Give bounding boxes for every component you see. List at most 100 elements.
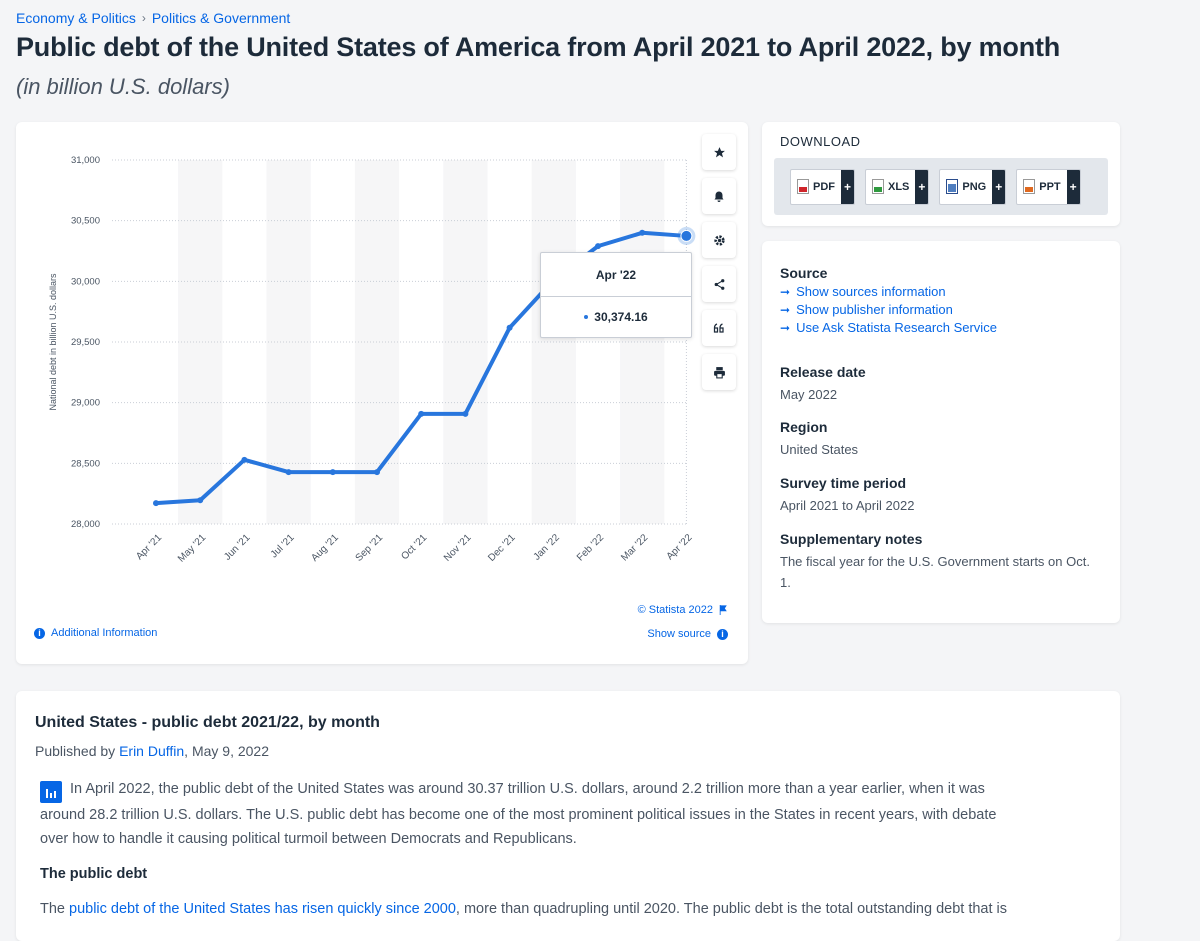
info-icon: i bbox=[34, 627, 45, 639]
print-icon bbox=[713, 366, 725, 378]
share-button[interactable] bbox=[702, 266, 736, 302]
tooltip-value-row: 30,374.16 bbox=[541, 297, 691, 337]
additional-information-link[interactable]: i Additional Information bbox=[34, 627, 157, 639]
x-tick-label: Apr '21 bbox=[134, 532, 164, 562]
y-tick-label: 30,000 bbox=[71, 276, 100, 287]
statista-copyright[interactable]: © Statista 2022 bbox=[638, 604, 728, 616]
download-png-label: PNG bbox=[962, 180, 987, 193]
data-point bbox=[639, 229, 646, 236]
data-point bbox=[153, 500, 159, 507]
print-button[interactable] bbox=[702, 354, 736, 390]
download-xls-main: XLS bbox=[866, 170, 915, 204]
download-card: DOWNLOAD PDF + XLS + PNG + bbox=[762, 122, 1120, 226]
plus-icon: + bbox=[841, 169, 854, 204]
download-pdf-main: PDF bbox=[791, 170, 841, 204]
data-point bbox=[197, 497, 204, 504]
para2-suffix: , more than quadrupling until 2020. The … bbox=[455, 901, 1008, 917]
x-tick-label: Dec '21 bbox=[486, 532, 518, 564]
source-block: Source ➞ Show sources information ➞ Show… bbox=[780, 265, 997, 335]
x-tick-label: May '21 bbox=[176, 532, 209, 565]
download-xls-button[interactable]: XLS + bbox=[865, 168, 930, 205]
download-ppt-button[interactable]: PPT + bbox=[1016, 168, 1081, 205]
public-debt-link[interactable]: public debt of the United States has ris… bbox=[69, 901, 456, 917]
x-tick-label: Nov '21 bbox=[442, 532, 474, 564]
article-byline: Published by Erin Duffin, May 9, 2022 bbox=[35, 743, 269, 759]
show-source-link[interactable]: Show source i bbox=[647, 628, 728, 640]
x-tick-label: Feb '22 bbox=[575, 532, 606, 563]
x-tick-label: Oct '21 bbox=[399, 532, 429, 562]
png-file-icon bbox=[946, 179, 959, 194]
info-icon: i bbox=[717, 628, 728, 640]
breadcrumb-politics-government[interactable]: Politics & Government bbox=[151, 10, 291, 26]
region-block: Region United States bbox=[780, 419, 1100, 460]
show-publisher-link[interactable]: ➞ Show publisher information bbox=[780, 302, 997, 317]
favorite-button[interactable] bbox=[702, 134, 736, 170]
download-title: DOWNLOAD bbox=[780, 134, 861, 149]
period-heading: Survey time period bbox=[780, 475, 907, 491]
additional-information-text: Additional Information bbox=[51, 627, 158, 639]
x-tick-label: Jul '21 bbox=[269, 532, 297, 560]
download-ppt-label: PPT bbox=[1039, 180, 1061, 193]
tooltip-label: Apr '22 bbox=[541, 253, 691, 297]
notes-heading: Supplementary notes bbox=[780, 531, 923, 547]
gear-icon bbox=[713, 234, 725, 246]
column-band bbox=[443, 160, 488, 524]
data-point bbox=[241, 456, 248, 463]
bell-icon bbox=[714, 191, 724, 202]
show-sources-link[interactable]: ➞ Show sources information bbox=[780, 284, 997, 299]
download-png-button[interactable]: PNG + bbox=[939, 168, 1007, 205]
article-title: United States - public debt 2021/22, by … bbox=[35, 714, 380, 731]
show-source-text: Show source bbox=[647, 628, 711, 640]
source-heading: Source bbox=[780, 265, 828, 281]
tooltip-value: 30,374.16 bbox=[594, 310, 648, 324]
x-tick-label: Mar '22 bbox=[619, 532, 650, 563]
star-icon bbox=[713, 146, 725, 157]
x-tick-label: Apr '22 bbox=[665, 532, 695, 562]
download-pdf-label: PDF bbox=[813, 180, 835, 193]
data-point bbox=[418, 410, 425, 417]
share-icon bbox=[714, 278, 724, 290]
settings-button[interactable] bbox=[702, 222, 736, 258]
x-tick-label: Jan '22 bbox=[532, 532, 563, 563]
breadcrumb-economy-politics[interactable]: Economy & Politics bbox=[16, 10, 136, 26]
arrow-right-icon: ➞ bbox=[780, 284, 791, 299]
cite-button[interactable] bbox=[702, 310, 736, 346]
download-xls-label: XLS bbox=[888, 180, 910, 193]
debt-line-chart: 28,000 28,500 29,000 29,500 30,000 30,500 31,0… bbox=[48, 155, 696, 565]
y-tick-label: 29,500 bbox=[71, 337, 100, 348]
arrow-right-icon: ➞ bbox=[780, 302, 791, 317]
chart-tooltip: Apr '22 30,374.16 bbox=[540, 252, 692, 338]
x-tick-label: Jun '21 bbox=[222, 532, 253, 563]
download-pdf-button[interactable]: PDF + bbox=[790, 168, 855, 205]
article-paragraph-2: The public debt of the United States has… bbox=[40, 897, 1040, 921]
y-tick-label: 31,000 bbox=[71, 155, 100, 166]
pdf-file-icon bbox=[797, 179, 809, 194]
flag-icon bbox=[719, 605, 727, 615]
data-point bbox=[329, 469, 336, 476]
show-sources-text: Show sources information bbox=[796, 284, 946, 299]
notes-block: Supplementary notes The fiscal year for … bbox=[780, 531, 1100, 593]
data-point bbox=[680, 229, 693, 242]
y-tick-label: 28,500 bbox=[71, 458, 100, 469]
show-publisher-text: Show publisher information bbox=[796, 302, 953, 317]
plus-icon: + bbox=[1066, 169, 1080, 204]
page-title: Public debt of the United States of Amer… bbox=[16, 32, 1061, 62]
y-tick-label: 29,000 bbox=[71, 398, 100, 409]
data-point bbox=[595, 243, 601, 250]
column-band bbox=[266, 160, 311, 524]
x-tick-label: Aug '21 bbox=[309, 532, 341, 564]
statistic-icon bbox=[40, 781, 62, 803]
column-band bbox=[620, 160, 665, 524]
ask-statista-link[interactable]: ➞ Use Ask Statista Research Service bbox=[780, 320, 997, 335]
region-heading: Region bbox=[780, 419, 828, 435]
y-tick-label: 30,500 bbox=[71, 216, 100, 227]
breadcrumb: Economy & Politics › Politics & Governme… bbox=[16, 10, 290, 26]
author-link[interactable]: Erin Duffin bbox=[119, 743, 185, 759]
ask-statista-text: Use Ask Statista Research Service bbox=[796, 320, 997, 335]
notification-button[interactable] bbox=[702, 178, 736, 214]
data-point bbox=[285, 469, 292, 476]
chart-card: 28,000 28,500 29,000 29,500 30,000 30,500 31,0… bbox=[16, 122, 748, 664]
data-point bbox=[506, 324, 513, 331]
region-value: United States bbox=[780, 442, 859, 457]
y-tick-label: 28,000 bbox=[71, 519, 100, 530]
